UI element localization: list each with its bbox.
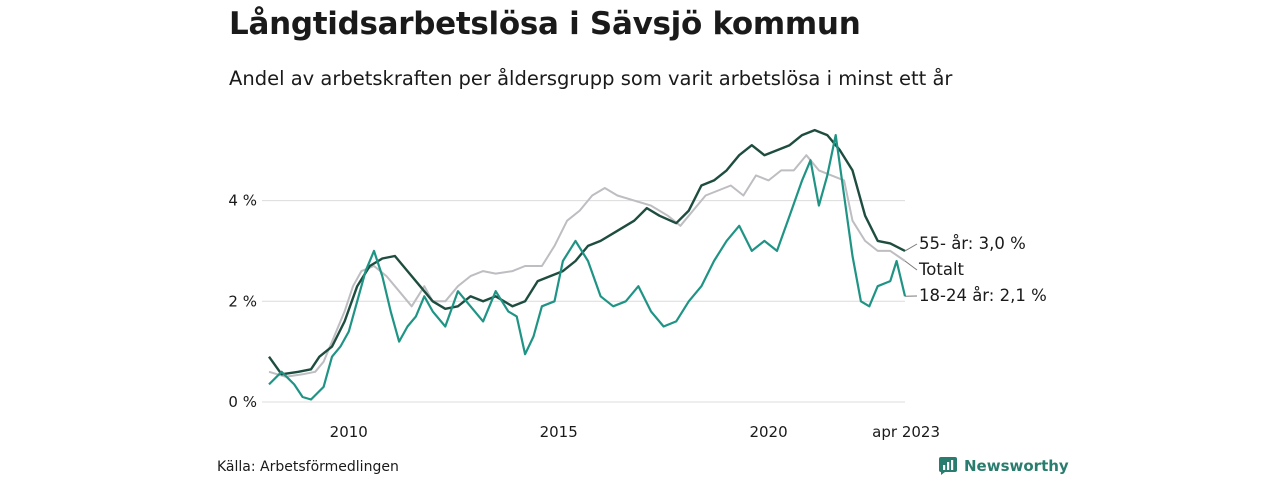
source-note: Källa: Arbetsförmedlingen [217,459,399,475]
brand-logo[interactable]: Newsworthy [938,456,1069,476]
label-connector-total [904,260,918,271]
x-tick-label: 2020 [749,423,787,441]
y-tick-label: 2 % [228,292,257,310]
series-line-age55 [268,128,906,376]
y-tick-label: 4 % [228,192,257,210]
series-line-age1824 [268,134,907,401]
series-layer [268,128,907,401]
newsworthy-logo-icon [939,457,957,475]
chart-title: Långtidsarbetslösa i Sävsjö kommun [229,6,861,42]
y-tick-label: 0 % [228,393,257,411]
y-axis: 0 % 2 % 4 % [228,192,257,411]
series-line-total [268,154,906,378]
chart-subtitle: Andel av arbetskraften per åldersgrupp s… [229,67,953,90]
x-tick-label: 2010 [330,423,368,441]
x-axis: 2010 2015 2020 apr 2023 [330,423,940,441]
label-connector-age55 [904,243,918,252]
series-label-age55: 55- år: 3,0 % [919,234,1026,253]
x-tick-label: apr 2023 [872,423,940,441]
grid-layer [262,200,905,403]
series-labels: Totalt 55- år: 3,0 % 18-24 år: 2,1 % [904,234,1047,305]
series-label-total: Totalt [918,260,965,279]
series-label-age1824: 18-24 år: 2,1 % [919,286,1047,305]
brand-name: Newsworthy [964,457,1069,475]
x-tick-label: 2015 [540,423,578,441]
